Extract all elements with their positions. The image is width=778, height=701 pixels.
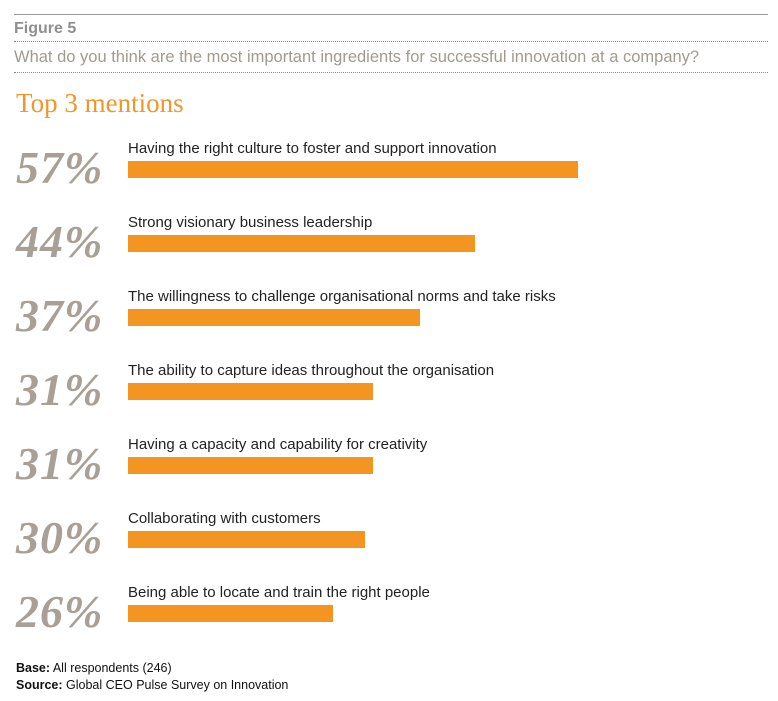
figure-label: Figure 5 xyxy=(14,20,77,37)
source-text: Global CEO Pulse Survey on Innovation xyxy=(66,678,289,692)
dotted-divider-bottom xyxy=(14,72,768,73)
bar xyxy=(128,383,373,400)
base-text: All respondents (246) xyxy=(52,661,172,675)
source-label: Source: xyxy=(16,678,63,692)
category-label: Being able to locate and train the right… xyxy=(128,584,430,601)
chart-row: 30% Collaborating with customers xyxy=(0,510,778,580)
chart-row: 57% Having the right culture to foster an… xyxy=(0,140,778,210)
chart-row: 37% The willingness to challenge organisa… xyxy=(0,288,778,358)
top-rule xyxy=(14,14,768,15)
chart-row: 31% The ability to capture ideas througho… xyxy=(0,362,778,432)
bar xyxy=(128,161,578,178)
category-label: Having the right culture to foster and s… xyxy=(128,140,497,157)
value-label: 26% xyxy=(16,586,104,637)
value-label: 37% xyxy=(16,290,104,341)
value-label: 30% xyxy=(16,512,104,563)
value-label: 31% xyxy=(16,438,104,489)
category-label: The ability to capture ideas throughout … xyxy=(128,362,495,379)
category-label: Having a capacity and capability for cre… xyxy=(128,436,428,453)
value-label: 57% xyxy=(16,142,104,193)
bar xyxy=(128,309,420,326)
chart-row: 31% Having a capacity and capability for … xyxy=(0,436,778,506)
value-label: 31% xyxy=(16,364,104,415)
chart-row: 26% Being able to locate and train the ri… xyxy=(0,584,778,654)
category-label: Strong visionary business leadership xyxy=(128,214,373,231)
chart-row: 44% Strong visionary business leadership xyxy=(0,214,778,284)
base-note: Base: All respondents (246) xyxy=(16,661,172,675)
bar xyxy=(128,531,365,548)
dotted-divider-top xyxy=(14,41,768,42)
bar xyxy=(128,457,373,474)
survey-question: What do you think are the most important… xyxy=(14,48,700,66)
source-note: Source: Global CEO Pulse Survey on Innov… xyxy=(16,678,288,692)
chart-subtitle: Top 3 mentions xyxy=(16,88,184,118)
base-label: Base: xyxy=(16,661,51,675)
category-label: Collaborating with customers xyxy=(128,510,321,527)
value-label: 44% xyxy=(16,216,104,267)
bar xyxy=(128,235,475,252)
bar xyxy=(128,605,333,622)
category-label: The willingness to challenge organisatio… xyxy=(128,288,556,305)
